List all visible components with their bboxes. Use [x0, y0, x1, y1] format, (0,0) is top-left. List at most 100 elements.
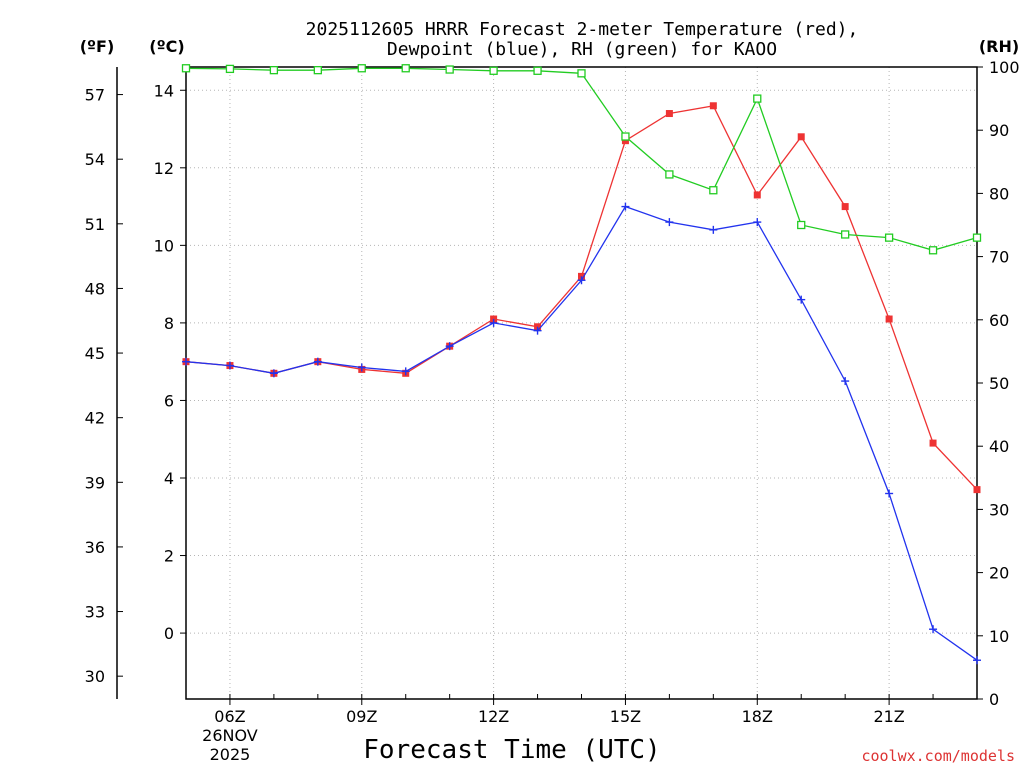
fahrenheit-tick-label: 57 [85, 86, 105, 105]
rh-point [753, 94, 762, 103]
dewpoint-point [313, 357, 322, 366]
temperature-point [709, 102, 717, 110]
temperature-point [885, 315, 893, 323]
dewpoint-point [489, 318, 498, 327]
rh-point [928, 246, 938, 255]
dewpoint-point [929, 625, 938, 634]
rh-tick-label: 10 [989, 627, 1009, 646]
grid-lines [186, 67, 977, 699]
data-series [181, 64, 982, 665]
series-dewpoint [182, 202, 981, 665]
credit-link[interactable]: coolwx.com/models [861, 747, 1015, 765]
rh-point [797, 220, 806, 230]
rh-tick-label: 80 [989, 184, 1009, 203]
chart-axes [116, 66, 983, 705]
dewpoint-point [885, 489, 894, 498]
chart-title-line2: Dewpoint (blue), RH (green) for KAOO [387, 39, 777, 60]
celsius-tick-label: 12 [154, 159, 174, 178]
fahrenheit-tick-label: 30 [85, 667, 105, 686]
celsius-tick-label: 4 [164, 469, 174, 488]
rh-tick-label: 70 [989, 248, 1009, 267]
dewpoint-point [445, 342, 454, 351]
dewpoint-point [269, 369, 278, 378]
dewpoint-point [665, 218, 674, 227]
x-year-label: 2025 [210, 745, 251, 764]
rh-point [313, 66, 322, 75]
celsius-tick-label: 2 [164, 547, 174, 566]
rh-point [445, 65, 454, 74]
chart-title-line1: 2025112605 HRRR Forecast 2-meter Tempera… [306, 19, 859, 40]
rh-tick-label: 90 [989, 121, 1009, 140]
rh-tick-label: 20 [989, 564, 1009, 583]
rh-point [489, 66, 498, 75]
rh-point [401, 64, 410, 73]
fahrenheit-tick-label: 36 [85, 538, 105, 557]
fahrenheit-tick-label: 51 [85, 215, 105, 234]
rh-point [357, 64, 366, 73]
x-date-label: 26NOV [202, 726, 258, 745]
rh-point [972, 233, 982, 242]
x-tick-label: 18Z [742, 707, 773, 726]
rh-point [269, 66, 279, 75]
celsius-tick-label: 0 [164, 624, 174, 643]
rh-point [181, 64, 191, 73]
series-rh [181, 64, 982, 255]
fahrenheit-tick-label: 45 [85, 344, 105, 363]
fahrenheit-unit-label: (ºF) [80, 37, 115, 56]
rh-point [841, 230, 850, 239]
temperature-point [973, 486, 981, 494]
celsius-tick-label: 10 [154, 236, 174, 255]
rh-tick-label: 0 [989, 690, 999, 709]
celsius-tick-label: 6 [164, 391, 174, 410]
rh-point [225, 64, 235, 74]
dewpoint-point [357, 363, 366, 372]
dewpoint-point [182, 357, 190, 366]
rh-point [533, 66, 542, 75]
series-temperature [182, 102, 981, 494]
rh-tick-label: 50 [989, 374, 1009, 393]
dewpoint-point [577, 276, 586, 285]
tick-labels: 0 2 4 6 8 10 12 14 30 33 36 39 42 45 48 51 54 57 0 10 20 30 40… [85, 58, 1020, 764]
dewpoint-point [753, 218, 762, 227]
rh-point [709, 186, 718, 195]
rh-unit-label: (RH) [979, 37, 1019, 56]
rh-point [884, 233, 894, 242]
celsius-tick-label: 8 [164, 314, 174, 333]
fahrenheit-tick-label: 48 [85, 279, 105, 298]
rh-tick-label: 40 [989, 437, 1009, 456]
temperature-point [753, 191, 761, 199]
fahrenheit-tick-label: 42 [85, 409, 105, 428]
dewpoint-point [841, 377, 850, 386]
dewpoint-point [225, 361, 234, 370]
x-axis-label: Forecast Time (UTC) [363, 735, 660, 765]
dewpoint-point [621, 202, 630, 211]
rh-tick-label: 30 [989, 500, 1009, 519]
dewpoint-point [973, 656, 981, 665]
rh-tick-label: 60 [989, 311, 1009, 330]
temperature-point [929, 439, 937, 447]
rh-point [621, 132, 630, 141]
rh-point [577, 69, 586, 78]
dewpoint-point [709, 225, 718, 234]
rh-tick-label: 100 [989, 58, 1020, 77]
temperature-point [841, 203, 849, 211]
plot-frame [185, 66, 978, 700]
rh-point [665, 170, 674, 179]
dewpoint-point [401, 367, 410, 376]
x-tick-label: 21Z [873, 707, 904, 726]
celsius-unit-label: (ºC) [149, 37, 184, 56]
temperature-line [185, 105, 978, 491]
fahrenheit-tick-label: 33 [85, 603, 105, 622]
dewpoint-point [533, 326, 542, 335]
x-tick-label: 15Z [610, 707, 641, 726]
x-tick-label: 09Z [346, 707, 377, 726]
fahrenheit-tick-label: 54 [85, 150, 105, 169]
celsius-tick-label: 14 [154, 81, 174, 100]
temperature-point [797, 133, 805, 141]
temperature-point [665, 110, 673, 118]
fahrenheit-tick-label: 39 [85, 473, 105, 492]
dewpoint-point [797, 295, 806, 304]
rh-line [185, 67, 978, 251]
x-tick-label: 06Z [214, 707, 245, 726]
